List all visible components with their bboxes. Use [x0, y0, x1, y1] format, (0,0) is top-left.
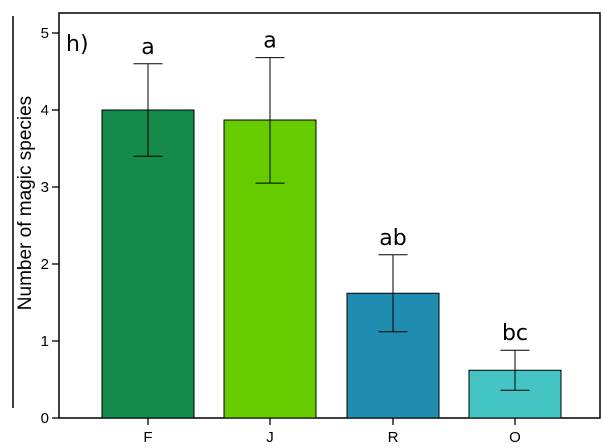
- significance-label-O: bc: [502, 321, 528, 346]
- y-tick-label: 2: [41, 256, 49, 273]
- y-tick-label: 5: [41, 25, 49, 42]
- y-tick-label: 1: [41, 333, 49, 350]
- x-tick-label: F: [143, 429, 152, 446]
- y-tick-label: 3: [41, 179, 49, 196]
- significance-label-R: ab: [379, 226, 406, 251]
- x-tick-label: R: [388, 429, 399, 446]
- x-tick-label: J: [266, 429, 274, 446]
- y-axis-title: Number of magic species: [15, 96, 36, 310]
- plot-frame: [58, 12, 601, 419]
- significance-label-J: a: [263, 29, 276, 54]
- panel-label: h): [66, 32, 89, 57]
- bar-F: [101, 109, 195, 419]
- significance-label-F: a: [141, 35, 154, 60]
- x-tick-label: O: [509, 429, 521, 446]
- y-tick-label: 0: [41, 410, 49, 427]
- y-tick-label: 4: [41, 102, 49, 119]
